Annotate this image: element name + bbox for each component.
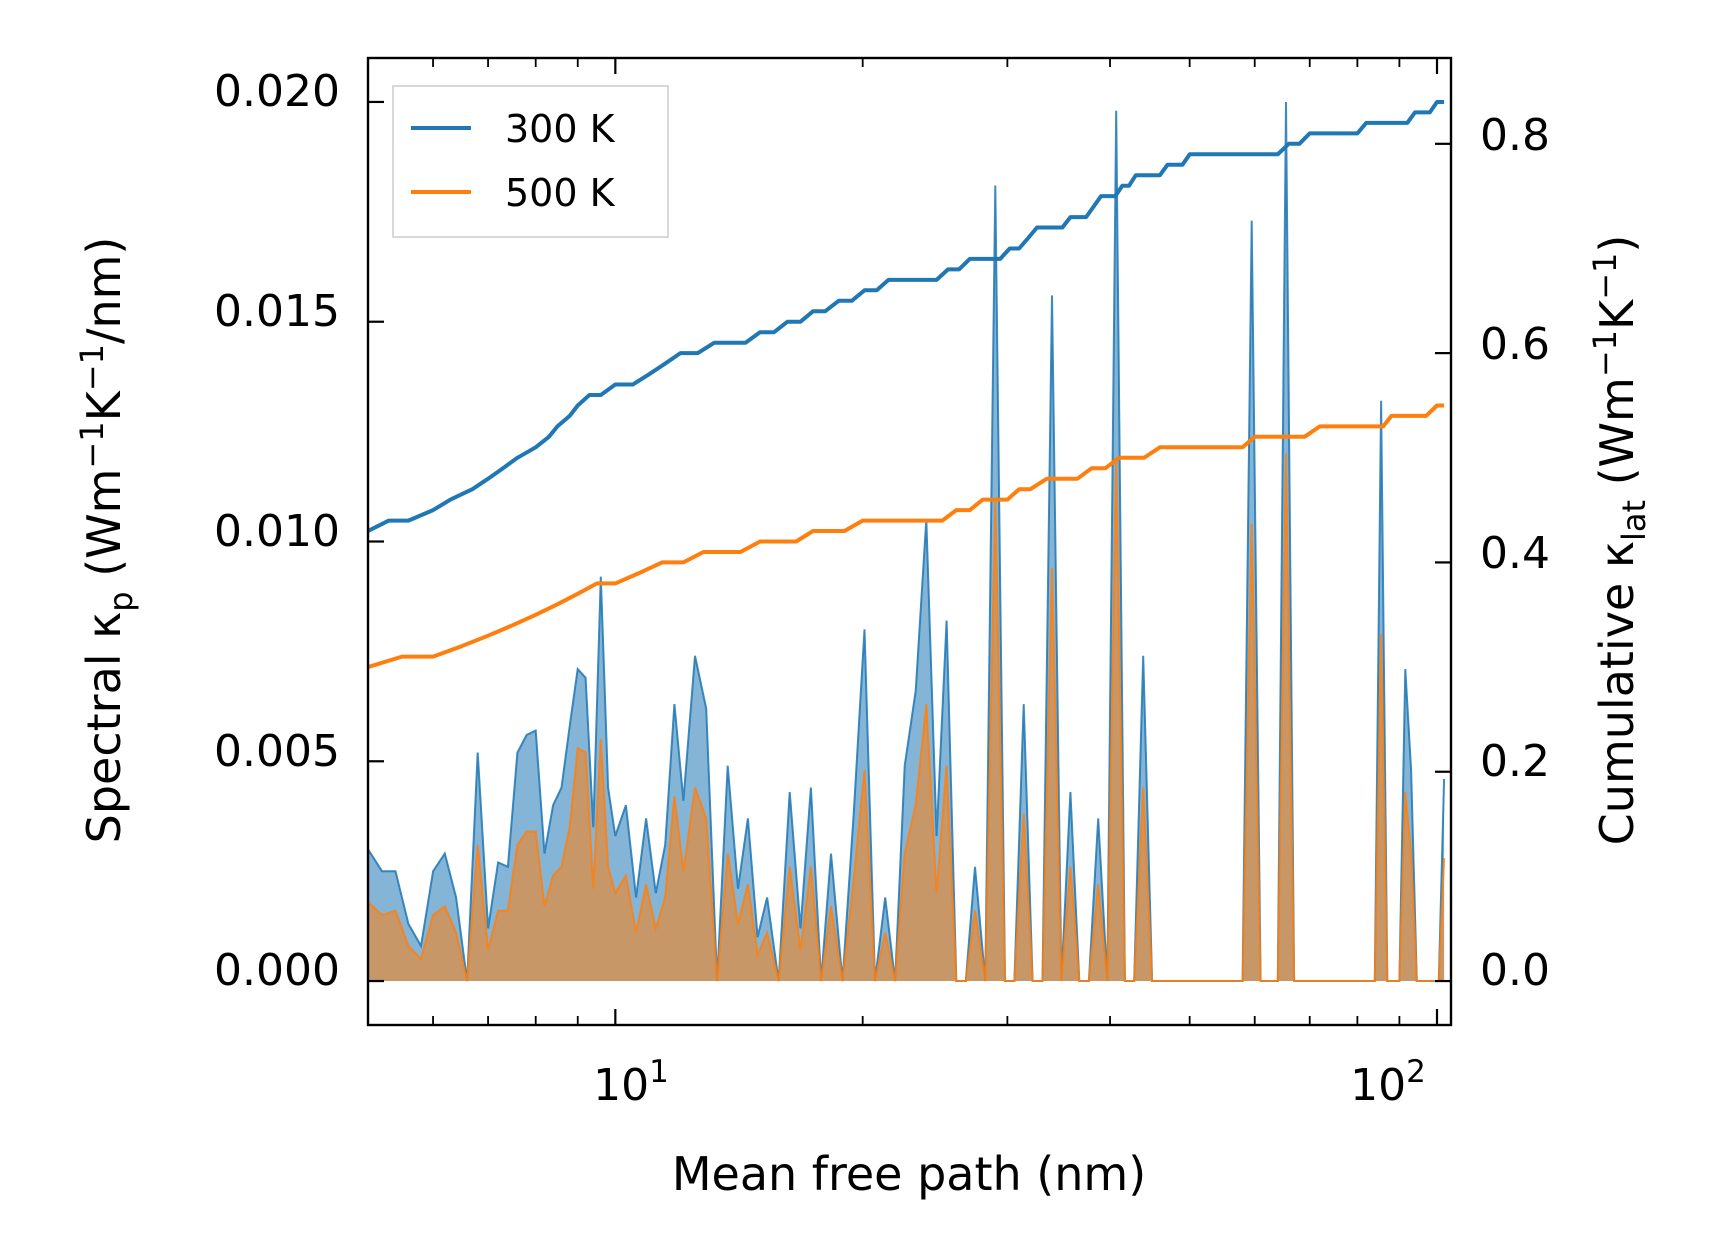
cumulative-line-500k xyxy=(368,403,1445,670)
cumulative-line-300k xyxy=(368,100,1445,533)
spectral-line-500k xyxy=(368,453,1446,982)
y-right-tick-label: 0.8 xyxy=(1480,110,1550,161)
y-left-tick-label: 0.005 xyxy=(214,726,340,777)
legend-label-300k: 300 K xyxy=(505,107,616,151)
axes-frame xyxy=(366,56,1453,1027)
y-left-tick-label: 0.010 xyxy=(214,506,340,557)
y-right-tick-label: 0.4 xyxy=(1480,528,1550,579)
y-right-tick-label: 0.6 xyxy=(1480,319,1550,370)
y-left-tick-label: 0.020 xyxy=(214,66,340,117)
y-left-tick-label: 0.000 xyxy=(214,945,340,996)
legend-box xyxy=(392,85,669,238)
y-left-axis-label: Spectral κp (Wm−1K−1/nm) xyxy=(73,237,140,844)
y-right-tick-label: 0.0 xyxy=(1480,945,1550,996)
spectral-area-500k xyxy=(368,453,1445,982)
spectral-fills xyxy=(368,101,1446,982)
x-axis-label: Mean free path (nm) xyxy=(672,1147,1146,1201)
y-right-tick-label: 0.2 xyxy=(1480,736,1550,787)
legend: 300 K 500 K xyxy=(392,85,669,238)
y-right-axis-label: Cumulative κlat (Wm−1K−1) xyxy=(1586,235,1653,846)
x-tick-label-100: 102 xyxy=(1350,1054,1426,1111)
x-tick-label-10: 101 xyxy=(593,1054,669,1111)
series-lines xyxy=(368,100,1445,670)
y-left-tick-label: 0.015 xyxy=(214,286,340,337)
legend-label-500k: 500 K xyxy=(505,171,616,215)
